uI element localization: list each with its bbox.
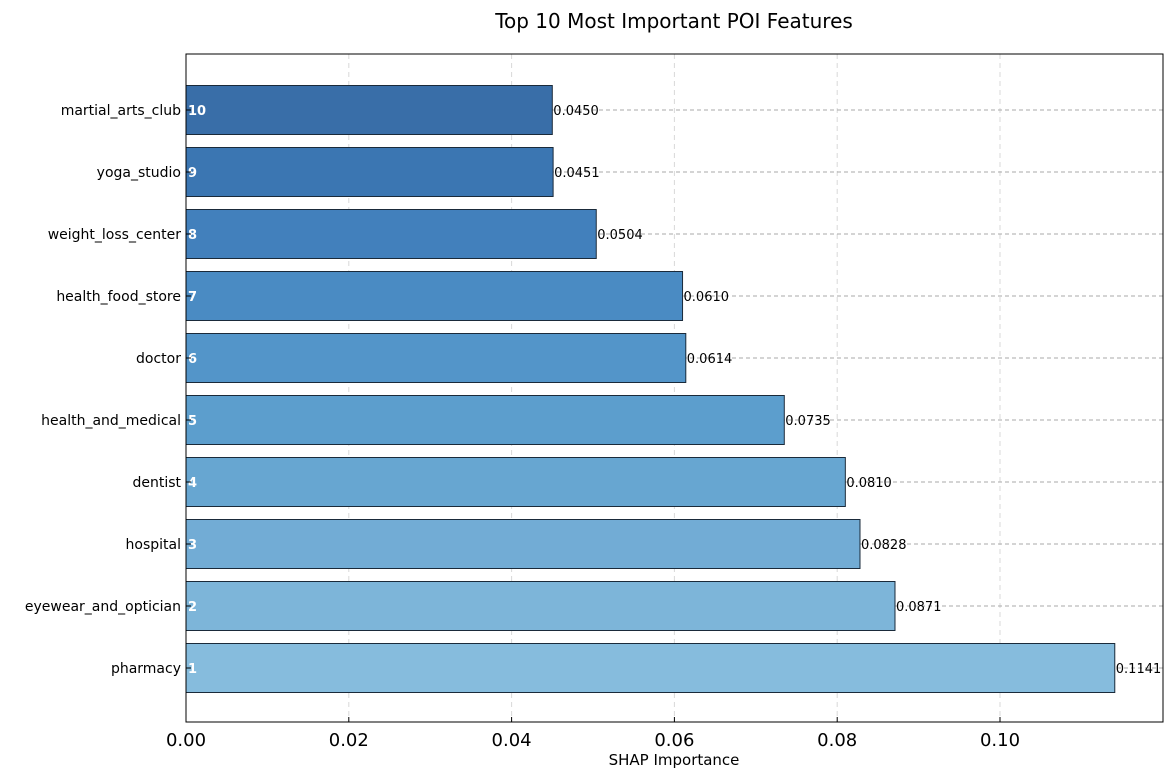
bar-rank-label: 5 [188,414,197,429]
x-tick-label: 0.10 [980,730,1020,751]
bar-health_food_store [185,271,684,321]
bar-value-label: 0.0504 [597,228,643,243]
bar-rank-label: 7 [188,290,197,305]
bar-hospital [185,519,861,569]
category-labels: pharmacy eyewear_and_optician hospital dent… [25,103,191,677]
bar-value-label: 0.0871 [896,600,942,615]
bar-eyewear_and_optician [185,581,896,631]
bar-value-label: 0.0610 [684,290,730,305]
plot-frame [185,53,1164,723]
bar-rank-label: 4 [188,476,197,491]
x-tick-label: 0.08 [817,730,857,751]
x-axis-ticks: 0.00 0.02 0.04 0.06 0.08 0.10 [166,717,1020,751]
x-tick-label: 0.06 [654,730,694,751]
bars: 1 0.1141 2 0.0871 3 0.0828 4 0.0810 5 0.0735 6 0.06… [185,85,1162,693]
bar-value-label: 0.1141 [1116,662,1162,677]
y-tick-label: health_food_store [56,289,181,305]
bar-pharmacy [185,643,1116,693]
x-tick-label: 0.02 [329,730,369,751]
chart-title: Top 10 Most Important POI Features [494,9,853,33]
y-tick-label: doctor [136,351,181,367]
bar-value-label: 0.0735 [785,414,831,429]
bar-yoga_studio [185,147,554,197]
y-tick-label: health_and_medical [41,413,181,429]
bar-value-label: 0.0828 [861,538,907,553]
bar-dentist [185,457,846,507]
bar-rank-label: 6 [188,352,197,367]
y-tick-label: dentist [132,475,181,491]
bar-rank-label: 8 [188,228,197,243]
bar-rank-label: 10 [188,104,206,119]
bar-doctor [185,333,687,383]
y-tick-label: hospital [126,537,181,553]
x-tick-label: 0.00 [166,730,206,751]
bar-value-label: 0.0451 [554,166,600,181]
bar-value-label: 0.0810 [846,476,892,491]
bar-weight_loss_center [185,209,597,259]
bar-martial_arts_club [185,85,553,135]
x-axis-label: SHAP Importance [609,751,740,769]
y-tick-label: yoga_studio [97,165,181,181]
y-tick-label: weight_loss_center [48,227,182,243]
bar-rank-label: 3 [188,538,197,553]
y-tick-label: pharmacy [111,661,181,677]
bar-health_and_medical [185,395,785,445]
bar-value-label: 0.0450 [553,104,599,119]
bar-rank-label: 9 [188,166,197,181]
y-tick-label: martial_arts_club [61,103,181,119]
x-tick-label: 0.04 [492,730,532,751]
bar-value-label: 0.0614 [687,352,733,367]
y-tick-label: eyewear_and_optician [25,599,181,615]
bar-rank-label: 2 [188,600,197,615]
bar-rank-label: 1 [188,662,197,677]
